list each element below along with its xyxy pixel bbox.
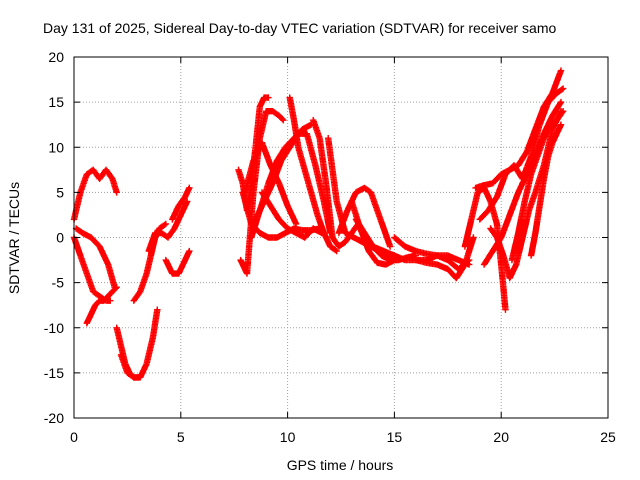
series-markers — [286, 94, 340, 255]
series-track-26 — [412, 234, 477, 282]
series-track-19 — [310, 117, 362, 250]
series-track-29 — [476, 85, 567, 223]
y-tick-label: -5 — [52, 275, 65, 291]
series-markers — [527, 121, 565, 259]
series-track-9 — [162, 247, 193, 277]
y-axis-title: SDTVAR / TECUs — [6, 182, 22, 294]
series-markers — [508, 107, 567, 264]
x-axis-title: GPS time / hours — [287, 457, 394, 473]
series-track-2 — [72, 225, 118, 291]
x-tick-label: 20 — [493, 429, 509, 445]
y-tick-label: 10 — [48, 139, 64, 155]
x-tick-label: 25 — [600, 429, 616, 445]
series-markers — [476, 85, 567, 223]
series-markers — [335, 184, 394, 250]
x-tick-labels: 0 5 10 15 20 25 — [70, 429, 616, 445]
data-series — [70, 67, 567, 381]
y-tick-label: -15 — [44, 365, 64, 381]
x-tick-label: 0 — [70, 429, 78, 445]
y-tick-label: 5 — [56, 184, 64, 200]
x-tick-label: 10 — [280, 429, 296, 445]
series-markers — [169, 184, 193, 223]
y-tick-label: 15 — [48, 94, 64, 110]
series-markers — [117, 306, 161, 381]
x-tick-label: 15 — [387, 429, 403, 445]
y-tick-label: -20 — [44, 410, 64, 426]
series-track-8 — [145, 198, 191, 255]
y-tick-label: -10 — [44, 320, 64, 336]
series-track-14 — [241, 139, 300, 228]
series-markers — [241, 139, 300, 228]
series-track-23 — [348, 198, 398, 268]
series-track-4 — [83, 283, 120, 327]
y-tick-label: 0 — [56, 230, 64, 246]
series-track-6 — [117, 306, 161, 381]
series-track-32 — [508, 107, 567, 264]
series-track-33 — [527, 121, 565, 259]
chart-title: Day 131 of 2025, Sidereal Day-to-day VTE… — [43, 20, 556, 36]
series-track-10 — [169, 184, 193, 223]
series-track-21 — [335, 184, 394, 250]
series-markers — [145, 198, 191, 255]
x-tick-label: 5 — [177, 429, 185, 445]
series-track-18 — [286, 94, 340, 255]
series-markers — [348, 198, 398, 268]
series-markers — [72, 225, 118, 291]
axis-ticks — [73, 56, 609, 419]
series-markers — [412, 234, 477, 282]
series-markers — [162, 247, 193, 277]
y-tick-label: 20 — [48, 49, 64, 65]
y-tick-labels: -20 -15 -10 -5 0 5 10 15 20 — [44, 49, 64, 426]
series-markers — [310, 117, 362, 250]
series-markers — [83, 283, 120, 327]
